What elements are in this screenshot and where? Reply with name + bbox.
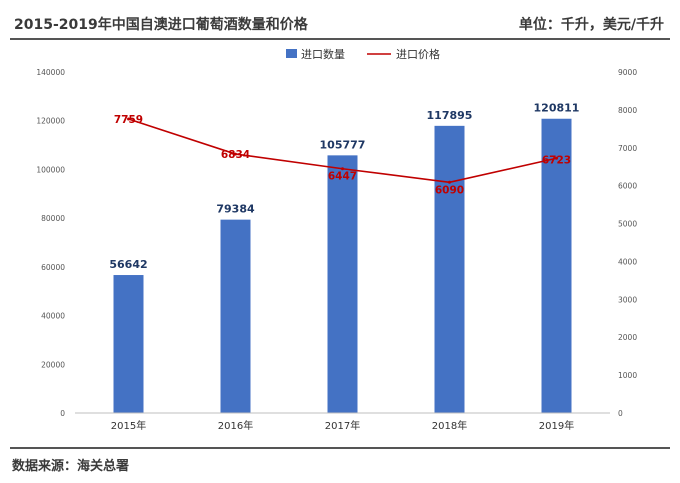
bar-data-label: 79384 bbox=[216, 203, 255, 216]
unit-label: 单位：千升，美元/千升 bbox=[518, 17, 664, 33]
right-y-tick-label: 2000 bbox=[618, 333, 637, 342]
x-axis: 2015年 2016年 2017年 2018年 2019年 bbox=[75, 412, 610, 432]
line-series: 7759 6834 6447 6090 6723 bbox=[114, 114, 571, 196]
line-point bbox=[555, 156, 558, 160]
right-y-tick-label: 6000 bbox=[618, 182, 637, 191]
data-source: 数据来源：海关总署 bbox=[12, 459, 130, 474]
legend-bar-swatch bbox=[286, 49, 297, 58]
line-point bbox=[234, 152, 237, 156]
right-y-tick-label: 7000 bbox=[618, 144, 637, 153]
legend: 进口数量 进口价格 bbox=[286, 47, 440, 61]
top-divider bbox=[10, 38, 670, 40]
left-y-tick-label: 80000 bbox=[41, 214, 65, 223]
line-data-label: 6723 bbox=[542, 154, 571, 166]
left-y-tick-label: 120000 bbox=[36, 117, 65, 126]
left-y-tick-label: 0 bbox=[60, 409, 65, 418]
x-tick-label: 2017年 bbox=[325, 419, 360, 432]
right-y-axis: 0 1000 2000 3000 4000 5000 6000 7000 8000 9000 bbox=[618, 68, 637, 418]
bar-series: 56642 79384 105777 117895 120811 bbox=[109, 102, 579, 413]
bar-data-label: 120811 bbox=[534, 102, 580, 115]
left-y-tick-label: 100000 bbox=[36, 165, 65, 174]
right-y-tick-label: 8000 bbox=[618, 106, 637, 115]
line-point bbox=[341, 167, 344, 171]
right-y-tick-label: 0 bbox=[618, 409, 623, 418]
bar-data-label: 117895 bbox=[427, 109, 473, 122]
right-y-tick-label: 5000 bbox=[618, 220, 637, 229]
line-point bbox=[127, 117, 130, 121]
chart-header: 2015-2019年中国自澳进口葡萄酒数量和价格 单位：千升，美元/千升 bbox=[10, 6, 670, 36]
line-data-label: 6090 bbox=[435, 184, 464, 196]
line-point bbox=[448, 180, 451, 184]
right-y-tick-label: 4000 bbox=[618, 257, 637, 266]
bar-data-label: 105777 bbox=[320, 138, 366, 151]
left-y-tick-label: 140000 bbox=[36, 68, 65, 77]
legend-bar-label: 进口数量 bbox=[301, 48, 345, 61]
bar bbox=[113, 275, 144, 413]
left-y-axis: 0 20000 40000 60000 80000 100000 120000 140000 bbox=[36, 68, 65, 418]
bar bbox=[220, 219, 251, 413]
x-tick-label: 2018年 bbox=[432, 419, 467, 432]
line-data-label: 7759 bbox=[114, 114, 143, 126]
right-y-tick-label: 9000 bbox=[618, 68, 637, 77]
right-y-tick-label: 3000 bbox=[618, 295, 637, 304]
legend-line-label: 进口价格 bbox=[396, 47, 440, 61]
chart-title: 2015-2019年中国自澳进口葡萄酒数量和价格 bbox=[14, 17, 308, 33]
right-y-tick-label: 1000 bbox=[618, 371, 637, 380]
x-tick-label: 2015年 bbox=[111, 419, 146, 432]
left-y-tick-label: 20000 bbox=[41, 360, 65, 369]
x-tick-label: 2016年 bbox=[218, 419, 253, 432]
bar bbox=[327, 155, 358, 413]
bar-data-label: 56642 bbox=[109, 258, 147, 271]
x-tick-label: 2019年 bbox=[539, 419, 574, 432]
line-data-label: 6447 bbox=[328, 171, 357, 183]
bar bbox=[541, 118, 572, 413]
line-data-label: 6834 bbox=[221, 149, 250, 161]
bottom-divider bbox=[10, 447, 670, 449]
left-y-tick-label: 40000 bbox=[41, 312, 65, 321]
left-y-tick-label: 60000 bbox=[41, 263, 65, 272]
bar bbox=[434, 125, 465, 413]
